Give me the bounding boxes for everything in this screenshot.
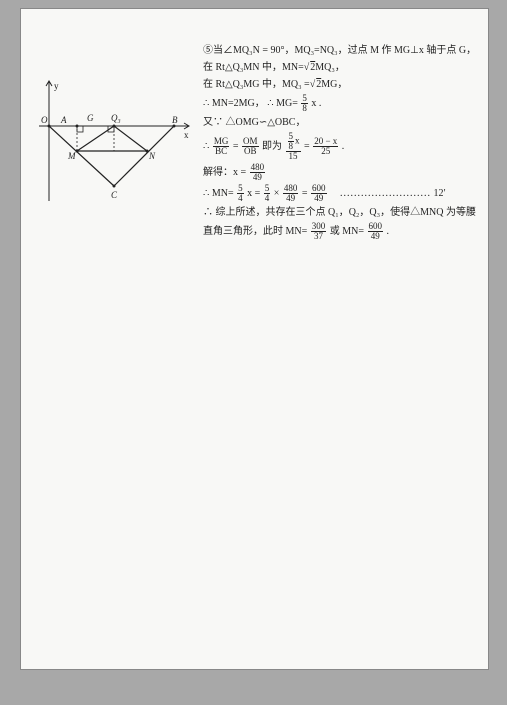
fraction-480-49b: 480 49 [283, 184, 299, 203]
fraction-300-37: 300 37 [311, 222, 327, 241]
den: 8 [288, 142, 295, 151]
content-area: y x O [29, 41, 480, 243]
fraction-OM-OB: OM OB [242, 137, 259, 156]
axis-x-label: x [184, 130, 189, 140]
left-column: y x O [29, 41, 199, 243]
den: 49 [368, 232, 384, 241]
point-Q: Q₃ [111, 113, 121, 123]
fraction-rhs: 20 − x 25 [313, 137, 338, 156]
line-8: ∴ MN= 5 4 x = 5 4 × 480 49 [203, 184, 480, 203]
dotted-leader: .......................... [340, 188, 431, 199]
text: 在 Rt△Q₃MN 中，MN= [203, 62, 304, 73]
den: 25 [313, 147, 338, 156]
text: ⑤当∠MQ₃N = 90°，MQ₃=NQ₃，过点 M 作 MG⊥x 轴于点 G， [203, 45, 476, 56]
line-5: 又∵ △OMG∽△OBC， [203, 115, 480, 130]
x-text: x [295, 136, 300, 146]
text: 直角三角形，此时 MN= [203, 226, 307, 237]
num: 5 8 x [286, 132, 301, 152]
line-1: ⑤当∠MQ₃N = 90°，MQ₃=NQ₃，过点 M 作 MG⊥x 轴于点 G， [203, 43, 480, 58]
fraction-5-4b: 5 4 [264, 184, 271, 203]
line-10: 直角三角形，此时 MN= 300 37 或 MN= 600 49 . [203, 222, 480, 241]
text: 在 Rt△Q₃MG 中，MQ₃ = [203, 79, 310, 90]
point-O: O [41, 115, 48, 125]
score-label: 12′ [434, 188, 446, 199]
den: 4 [237, 194, 244, 203]
den: BC [213, 147, 230, 156]
line-2: 在 Rt△Q₃MN 中，MN=2MQ₃， [203, 60, 480, 75]
text: ∴ MN=2MG， ∴ MG= [203, 98, 298, 109]
document-page: y x O [20, 8, 489, 670]
text: . [342, 141, 345, 152]
fraction-600-49b: 600 49 [368, 222, 384, 241]
right-column: ⑤当∠MQ₃N = 90°，MQ₃=NQ₃，过点 M 作 MG⊥x 轴于点 G，… [199, 41, 480, 243]
den: 8 [301, 104, 308, 113]
fraction-MG-BC: MG BC [213, 137, 230, 156]
point-N: N [148, 151, 156, 161]
text: = [304, 141, 312, 152]
fraction-5-8: 5 8 [301, 94, 308, 113]
point-M: M [67, 151, 76, 161]
line-9: ∴ 综上所述，共存在三个点 Q₁，Q₂，Q₃，使得△MNQ 为等腰 [203, 205, 480, 220]
text: . [387, 226, 390, 237]
text: 或 MN= [330, 226, 364, 237]
fraction-5-4a: 5 4 [237, 184, 244, 203]
den: 15 [286, 152, 301, 161]
text: 即为 [262, 141, 285, 152]
den: OB [242, 147, 259, 156]
text: = [233, 141, 241, 152]
den: 37 [311, 232, 327, 241]
point-G: G [87, 113, 94, 123]
line-7: 解得：x = 480 49 [203, 163, 480, 182]
text: MG， [321, 79, 347, 90]
den: 49 [283, 194, 299, 203]
text: x . [311, 98, 321, 109]
fraction-lhs: 5 8 x 15 [286, 132, 301, 161]
line-4: ∴ MN=2MG， ∴ MG= 5 8 x . [203, 94, 480, 113]
fraction-600-49: 600 49 [311, 184, 327, 203]
text: 解得：x = [203, 167, 249, 178]
line-6: ∴ MG BC = OM OB 即为 5 [203, 132, 480, 161]
text: ∴ MN= [203, 188, 234, 199]
point-B: B [172, 115, 178, 125]
text: × [274, 188, 282, 199]
text: x = [247, 188, 263, 199]
geometry-diagram: y x O [29, 71, 199, 211]
fraction-480-49: 480 49 [250, 163, 266, 182]
den: 49 [311, 194, 327, 203]
text: 又∵ △OMG∽△OBC， [203, 117, 305, 128]
text: = [302, 188, 310, 199]
den: 4 [264, 194, 271, 203]
text: MQ₃， [315, 62, 345, 73]
den: 49 [250, 173, 266, 182]
text: ∴ 综上所述，共存在三个点 Q₁，Q₂，Q₃，使得△MNQ 为等腰 [203, 207, 476, 218]
page-background: y x O [0, 0, 507, 705]
line-3: 在 Rt△Q₃MG 中，MQ₃ =2MG， [203, 77, 480, 92]
point-A: A [60, 115, 67, 125]
axis-y-label: y [54, 81, 59, 91]
text: ∴ [203, 141, 212, 152]
point-C: C [111, 190, 118, 200]
